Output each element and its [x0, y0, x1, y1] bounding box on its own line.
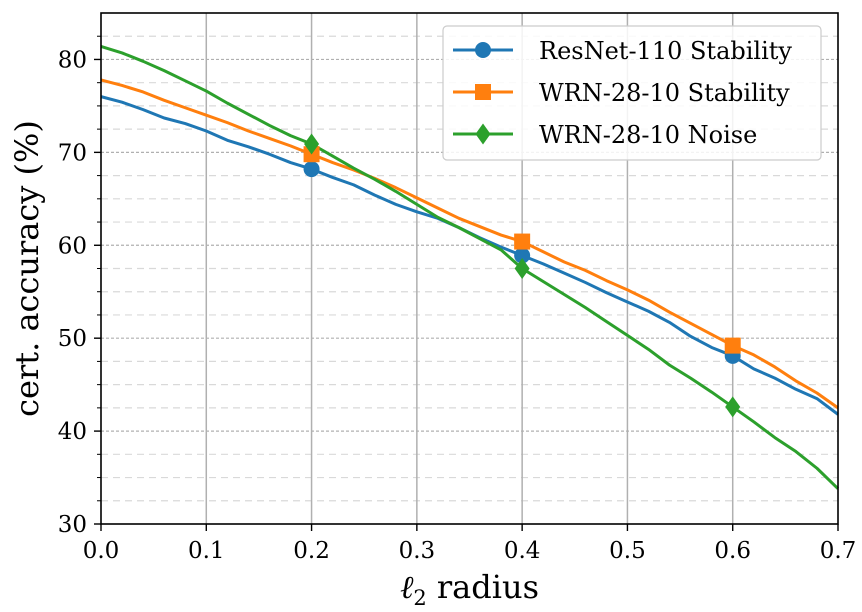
- series-marker-circle: [475, 42, 491, 58]
- legend-box: [442, 25, 822, 161]
- y-tick-label: 70: [58, 140, 87, 166]
- legend-label: ResNet-110 Stability: [539, 37, 792, 65]
- series-line-1: [100, 78, 839, 410]
- x-tick-label: 0.7: [820, 538, 857, 564]
- y-tick-label: 30: [58, 512, 87, 538]
- legend-label: WRN-28-10 Stability: [539, 79, 790, 107]
- x-tick-label: 0.6: [714, 538, 751, 564]
- y-tick-label: 80: [58, 47, 87, 73]
- legend-label: WRN-28-10 Noise: [539, 121, 757, 149]
- x-tick-label: 0.3: [399, 538, 436, 564]
- series-marker-circle: [514, 247, 531, 264]
- series-marker-diamond: [514, 258, 530, 279]
- series-marker-diamond: [475, 123, 491, 145]
- series-line-2: [100, 45, 840, 490]
- series-marker-diamond: [725, 396, 741, 418]
- series-marker-square: [514, 233, 531, 250]
- x-tick-label: 0.2: [293, 538, 330, 564]
- series-marker-square: [724, 337, 741, 354]
- series-lines: [100, 45, 840, 490]
- series-marker-square: [475, 84, 491, 100]
- series-marker-diamond: [304, 133, 320, 155]
- x-tick-label: 0.1: [188, 538, 225, 564]
- x-tick-label: 0.5: [609, 538, 646, 564]
- y-tick-label: 40: [58, 419, 87, 445]
- x-tick-label: 0.0: [83, 538, 120, 564]
- x-tick-label: 0.4: [504, 538, 541, 564]
- x-axis-label: ℓ2 radius: [400, 568, 539, 610]
- y-tick-label: 60: [58, 233, 87, 259]
- y-tick-label: 50: [58, 326, 87, 352]
- legend: ResNet-110 Stability WRN-28-10 Stability W…: [442, 25, 822, 161]
- series-marker-circle: [303, 161, 320, 178]
- axis-ticks: 0.0 0.1 0.2 0.3 0.4 0.5 0.6 0.7 30 40 50 60 70 80: [58, 35, 857, 564]
- y-axis-label: cert. accuracy (%): [8, 120, 46, 417]
